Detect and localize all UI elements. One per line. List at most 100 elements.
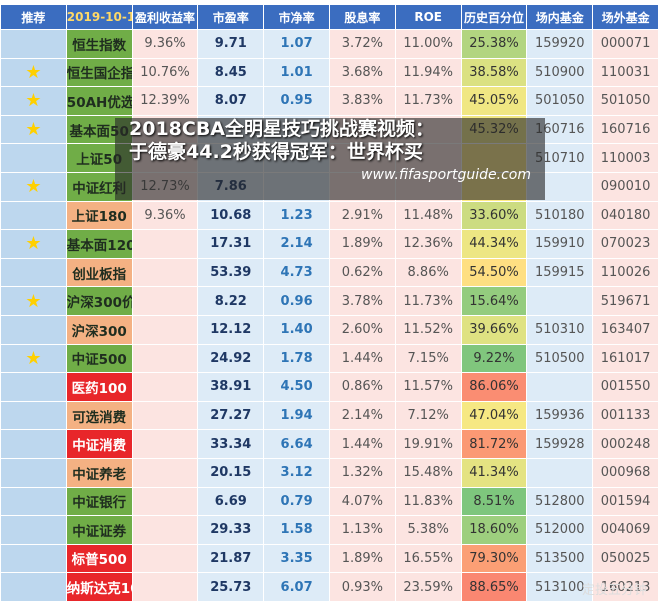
data-cell: 24.92 <box>197 343 265 374</box>
data-cell: 53.39 <box>197 257 265 288</box>
data-cell: 9.22% <box>460 343 528 374</box>
data-cell: 11.57% <box>394 372 462 402</box>
data-cell: 8.86% <box>394 257 462 288</box>
data-cell: 81.72% <box>460 429 528 459</box>
data-cell: 4.73 <box>263 257 330 288</box>
data-cell: 9.36% <box>131 29 199 59</box>
data-cell: 512800 <box>526 486 594 517</box>
star-cell: ★ <box>0 229 67 259</box>
index-name: 50AH优选 <box>65 86 133 116</box>
data-cell: 513500 <box>526 543 594 574</box>
table-row: 中证证券 29.33 1.58 1.13% 5.38% 18.60% 512000 00406… <box>0 515 659 545</box>
header-cell: 盈利收益率 <box>131 4 199 30</box>
data-cell: 1.89% <box>328 229 396 259</box>
data-cell: 11.48% <box>394 200 462 231</box>
table-row: 恒生指数 9.36% 9.71 1.07 3.72% 11.00% 25.38% 159920… <box>0 29 659 59</box>
data-cell: 23.59% <box>394 572 462 602</box>
table-row: ★沪深300价值 8.220.963.78%11.73%15.64% 519671 <box>0 286 659 316</box>
data-cell: 110003 <box>592 143 659 173</box>
data-cell <box>131 372 199 402</box>
data-cell <box>131 515 199 545</box>
data-cell: 6.64 <box>263 429 330 459</box>
data-cell: 12.12 <box>197 314 265 345</box>
data-cell: 159936 <box>526 400 594 431</box>
data-cell <box>131 400 199 431</box>
data-cell: 1.01 <box>263 57 330 88</box>
data-cell <box>131 486 199 517</box>
index-name: 中证证券 <box>65 515 133 545</box>
data-cell: 1.44% <box>328 343 396 374</box>
data-cell: 510180 <box>526 200 594 231</box>
header-cell: 2019-10-19 <box>65 4 133 30</box>
data-cell: 27.27 <box>197 400 265 431</box>
data-cell: 512000 <box>526 515 594 545</box>
index-name: 可选消费 <box>65 400 133 431</box>
data-cell: 1.13% <box>328 515 396 545</box>
star-cell: ★ <box>0 114 67 145</box>
data-cell: 161017 <box>592 343 659 374</box>
data-cell: 15.48% <box>394 457 462 488</box>
data-cell: 25.73 <box>197 572 265 602</box>
data-cell: 1.40 <box>263 314 330 345</box>
data-cell: 19.91% <box>394 429 462 459</box>
data-cell: 2.60% <box>328 314 396 345</box>
data-cell <box>131 286 199 316</box>
header-cell: 市净率 <box>263 4 330 30</box>
star-cell <box>0 486 67 517</box>
data-cell: 4.50 <box>263 372 330 402</box>
data-cell: 11.94% <box>394 57 462 88</box>
data-cell: 25.38% <box>460 29 528 59</box>
data-cell: 10.76% <box>131 57 199 88</box>
index-name: 中证500 <box>65 343 133 374</box>
data-cell <box>131 314 199 345</box>
data-cell: 519671 <box>592 286 659 316</box>
data-cell: 8.51% <box>460 486 528 517</box>
header-cell: 推荐 <box>0 4 67 30</box>
data-cell: 11.00% <box>394 29 462 59</box>
data-cell: 510900 <box>526 57 594 88</box>
header-cell: 股息率 <box>328 4 396 30</box>
data-cell: 8.45 <box>197 57 265 88</box>
data-cell: 6.07 <box>263 572 330 602</box>
index-name: 医药100 <box>65 372 133 402</box>
data-cell: 0.86% <box>328 372 396 402</box>
index-name: 恒生指数 <box>65 29 133 59</box>
data-cell: 501050 <box>592 86 659 116</box>
star-cell <box>0 29 67 59</box>
data-cell <box>131 229 199 259</box>
data-cell: 0.96 <box>263 286 330 316</box>
data-cell: 004069 <box>592 515 659 545</box>
data-cell: 15.64% <box>460 286 528 316</box>
data-cell: 79.30% <box>460 543 528 574</box>
data-cell: 3.35 <box>263 543 330 574</box>
data-cell: 163407 <box>592 314 659 345</box>
table-row: 沪深300 12.12 1.40 2.60% 11.52% 39.66% 510310 163… <box>0 314 659 345</box>
data-cell <box>131 257 199 288</box>
data-cell: 18.60% <box>460 515 528 545</box>
star-cell <box>0 515 67 545</box>
watermark: 定投五分钟 <box>581 583 647 598</box>
data-cell: 7.12% <box>394 400 462 431</box>
data-cell: 11.83% <box>394 486 462 517</box>
data-cell: 8.22 <box>197 286 265 316</box>
data-cell: 1.89% <box>328 543 396 574</box>
table-row: ★ 50AH优选 12.39% 8.07 0.95 3.83% 11.73% 45.05% 50… <box>0 86 659 116</box>
data-cell: 160213 <box>592 572 659 602</box>
data-cell: 159910 <box>526 229 594 259</box>
index-name: 标普500 <box>65 543 133 574</box>
data-cell: 040180 <box>592 200 659 231</box>
data-cell: 9.71 <box>197 29 265 59</box>
data-cell: 44.34% <box>460 229 528 259</box>
header-row: 推荐2019-10-19盈利收益率市盈率市净率股息率ROE历史百分位场内基金场外… <box>0 4 659 30</box>
data-cell: 20.15 <box>197 457 265 488</box>
star-cell: ★ <box>0 171 67 202</box>
data-cell: 001550 <box>592 372 659 402</box>
data-cell: 11.73% <box>394 286 462 316</box>
data-cell: 1.94 <box>263 400 330 431</box>
data-cell: 3.72% <box>328 29 396 59</box>
star-cell <box>0 257 67 288</box>
overlay-banner[interactable]: 2018CBA全明星技巧挑战赛视频： 于德豪44.2秒获得冠军：世界杯买 www.f… <box>115 118 545 200</box>
star-cell <box>0 429 67 459</box>
index-name: 沪深300价值 <box>65 286 133 316</box>
